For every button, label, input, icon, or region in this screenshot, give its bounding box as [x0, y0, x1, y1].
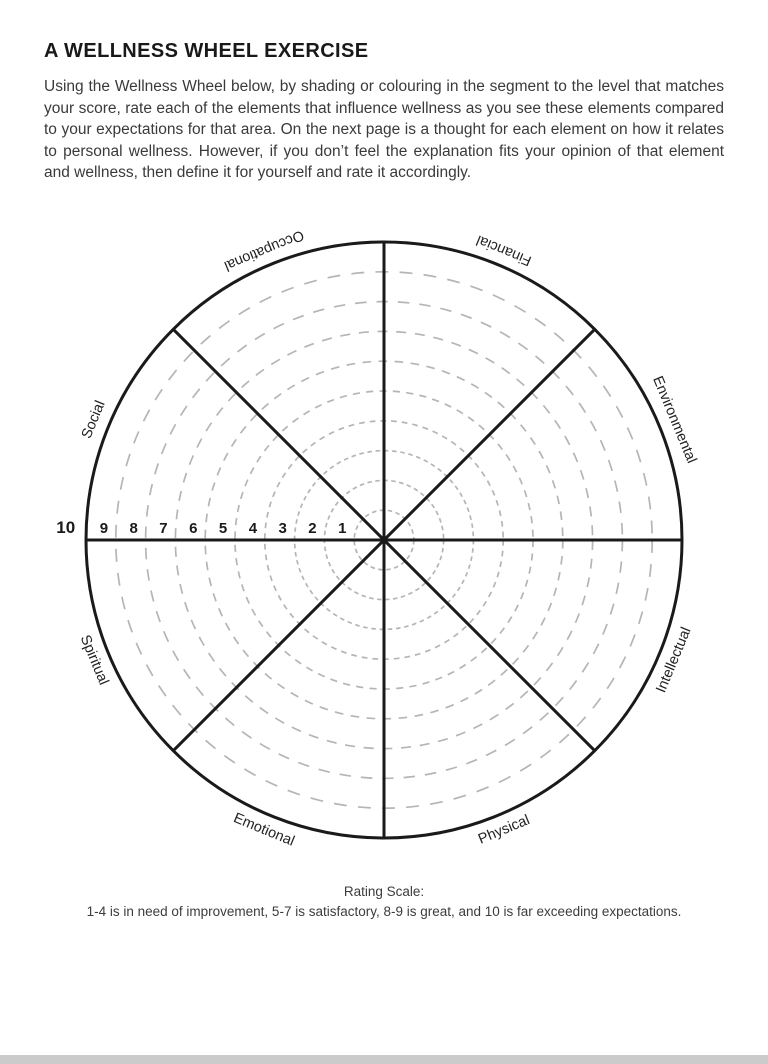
segment-label-emotional: Emotional: [231, 810, 297, 849]
scale-number-8: 8: [130, 520, 138, 537]
scale-number-10: 10: [56, 518, 75, 537]
segment-label-spiritual: Spiritual: [77, 632, 112, 687]
wellness-wheel: 10 9 8 7 6 5 4 3 2 1 Financial Environmental Intelle…: [0, 208, 768, 876]
rating-scale-text: 1-4 is in need of improvement, 5-7 is sa…: [86, 903, 682, 919]
rating-scale-title: Rating Scale:: [343, 883, 425, 899]
scale-number-2: 2: [308, 520, 316, 537]
scale-number-3: 3: [279, 520, 287, 537]
scale-number-4: 4: [249, 520, 258, 537]
scale-number-1: 1: [338, 520, 346, 537]
scale-number-6: 6: [189, 520, 197, 537]
segment-label-financial: Financial: [474, 231, 534, 268]
wheel-spoke-135: [172, 327, 596, 752]
segment-label-intellectual: Intellectual: [653, 625, 694, 695]
scale-number-9: 9: [100, 520, 108, 537]
page-bottom-edge: [0, 1055, 768, 1064]
scale-number-7: 7: [159, 520, 167, 537]
wellness-wheel-svg: 10 9 8 7 6 5 4 3 2 1FinancialEnvironmentalIntelle…: [56, 226, 699, 849]
segment-label-physical: Physical: [476, 812, 532, 847]
rating-scale-footer: Rating Scale: 1-4 is in need of improvem…: [0, 882, 768, 922]
intro-paragraph: Using the Wellness Wheel below, by shadi…: [44, 78, 724, 181]
document-page: A WELLNESS WHEEL EXERCISE Using the Well…: [0, 40, 768, 1064]
page-title: A WELLNESS WHEEL EXERCISE: [44, 40, 369, 62]
scale-number-5: 5: [219, 520, 227, 537]
